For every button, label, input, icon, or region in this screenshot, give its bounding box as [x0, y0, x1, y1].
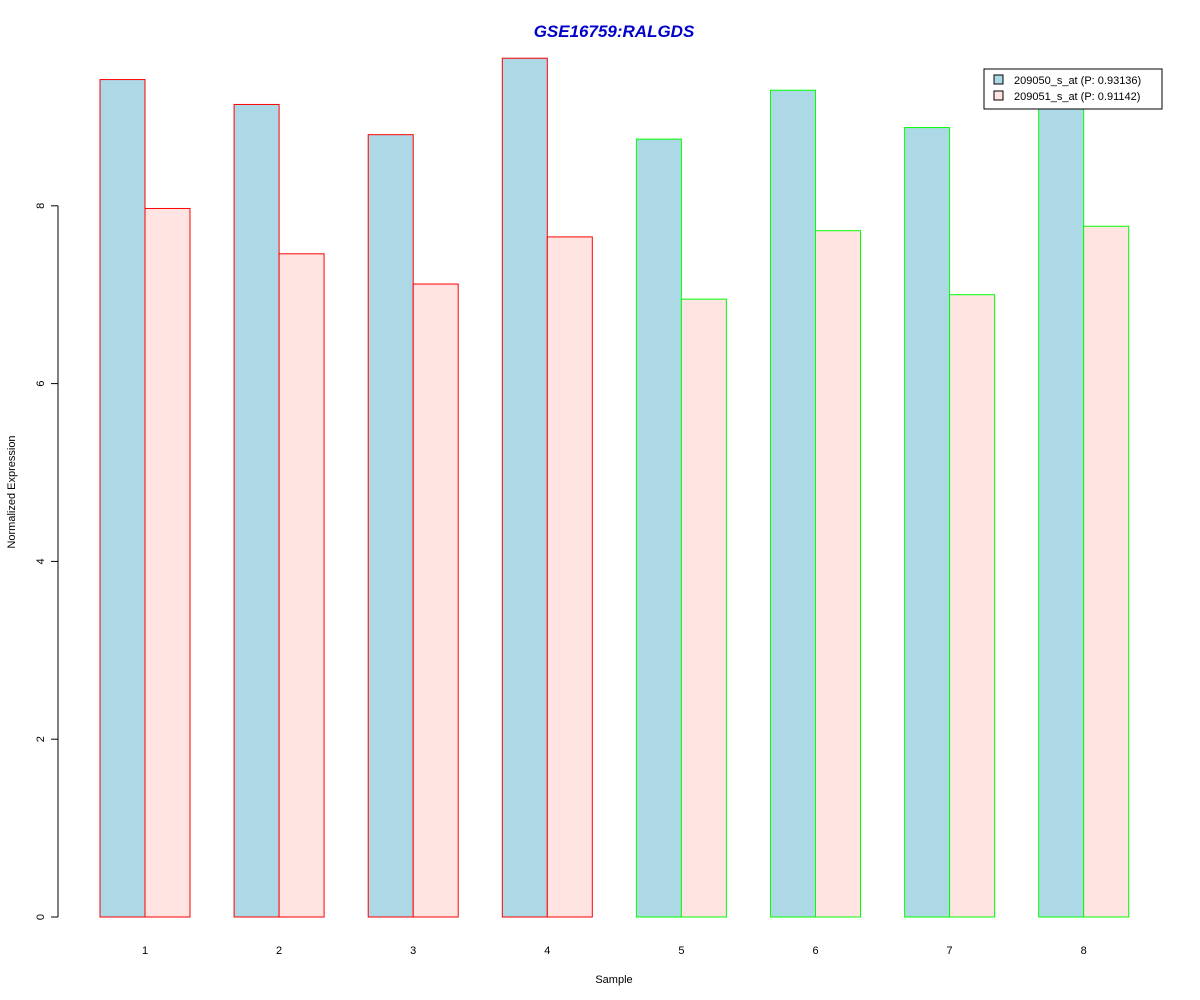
bar-sample-5-series-2 [680, 298, 727, 918]
legend-swatch [993, 74, 1004, 85]
y-tick-label: 6 [35, 381, 47, 387]
bar-sample-3-series-1 [367, 134, 414, 918]
bar-sample-6-series-1 [770, 89, 816, 918]
legend-swatch [993, 90, 1004, 101]
bar-sample-4-series-2 [546, 236, 593, 918]
x-tick-labels: 1 2 3 4 5 6 7 8 [142, 945, 1087, 957]
y-tick-label: 2 [35, 736, 47, 742]
bar-sample-2-series-2 [278, 253, 325, 918]
y-axis: 0 2 4 6 8 [35, 203, 59, 920]
legend-box [983, 68, 1163, 110]
chart-title: GSE16759:RALGDS [534, 22, 695, 41]
bar-sample-2-series-1 [233, 103, 280, 918]
legend-label: 209050_s_at (P: 0.93136) [1014, 75, 1141, 87]
legend-label: 209051_s_at (P: 0.91142) [1014, 91, 1140, 103]
bar-sample-8-series-1 [1038, 103, 1085, 918]
x-tick-label: 8 [1081, 945, 1087, 957]
y-tick-label: 0 [35, 914, 47, 920]
x-tick-label: 4 [544, 945, 550, 957]
bar-sample-4-series-1 [501, 57, 548, 918]
bar-sample-7-series-1 [904, 127, 951, 918]
bars-group [99, 57, 1130, 918]
x-axis-label: Sample [595, 974, 632, 986]
bar-sample-6-series-2 [815, 230, 861, 918]
bar-sample-3-series-2 [412, 283, 459, 918]
x-tick-label: 2 [276, 945, 282, 957]
bar-sample-5-series-1 [635, 138, 682, 918]
x-tick-label: 6 [812, 945, 818, 957]
x-tick-label: 7 [947, 945, 953, 957]
x-tick-label: 1 [142, 945, 148, 957]
bar-sample-1-series-2 [144, 207, 191, 918]
x-tick-label: 5 [678, 945, 684, 957]
legend: 209050_s_at (P: 0.93136) 209051_s_at (P: … [983, 68, 1163, 110]
bar-sample-7-series-2 [949, 294, 996, 918]
bar-sample-8-series-2 [1083, 225, 1130, 918]
y-tick-label: 8 [35, 203, 47, 209]
y-axis-label: Normalized Expression [6, 435, 18, 548]
bar-sample-1-series-1 [99, 79, 146, 918]
y-tick-label: 4 [35, 558, 47, 564]
x-tick-label: 3 [410, 945, 416, 957]
